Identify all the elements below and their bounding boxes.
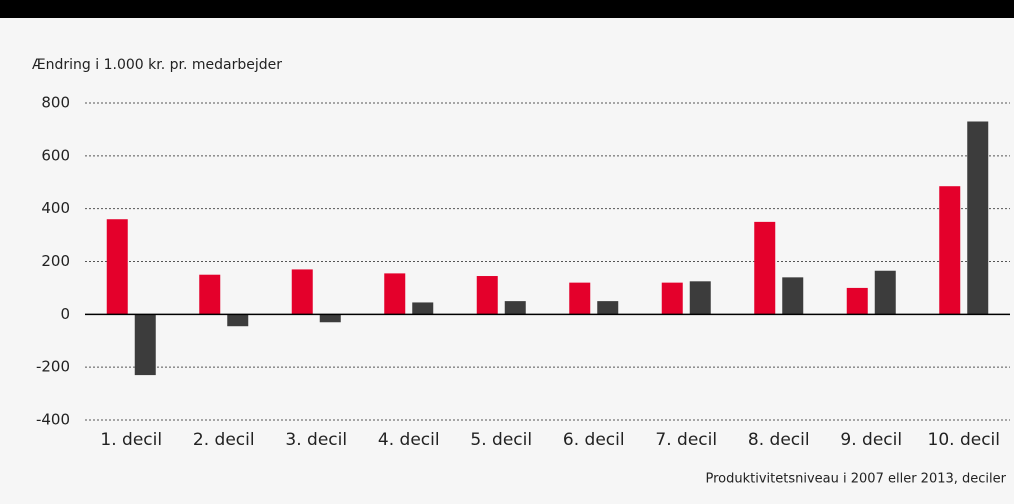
y-tick-label: 0: [60, 305, 70, 323]
bar: [412, 302, 434, 315]
x-tick-label: 4. decil: [378, 430, 440, 450]
x-tick-label: 7. decil: [655, 430, 717, 450]
bar: [384, 273, 406, 315]
bar: [106, 219, 128, 315]
bar: [754, 221, 776, 315]
top-bar: [0, 0, 1014, 18]
x-tick-label: 2. decil: [193, 430, 255, 450]
bar: [597, 301, 619, 315]
bar: [319, 314, 341, 323]
bar: [504, 301, 526, 315]
y-tick-label: 200: [41, 252, 70, 270]
bar: [846, 287, 868, 315]
y-tick-label: -400: [36, 411, 70, 429]
bar: [291, 269, 313, 315]
x-tick-label: 3. decil: [285, 430, 347, 450]
x-tick-label: 6. decil: [563, 430, 625, 450]
x-tick-label: 8. decil: [748, 430, 810, 450]
y-tick-label: -200: [36, 358, 70, 376]
y-tick-label: 600: [41, 146, 70, 164]
bar: [661, 282, 683, 315]
x-tick-label: 5. decil: [470, 430, 532, 450]
bar: [227, 314, 249, 327]
y-axis-label: Ændring i 1.000 kr. pr. medarbejder: [32, 57, 282, 73]
bar: [199, 274, 221, 315]
bar: [967, 121, 989, 315]
y-tick-label: 400: [41, 199, 70, 217]
bar: [476, 276, 498, 315]
bar: [939, 186, 961, 315]
x-tick-label: 1. decil: [100, 430, 162, 450]
x-tick-label: 9. decil: [840, 430, 902, 450]
bar: [569, 282, 591, 315]
bar: [689, 281, 711, 315]
x-axis-label: Produktivitetsniveau i 2007 eller 2013, …: [706, 472, 1007, 487]
bar: [134, 314, 156, 376]
y-tick-label: 800: [41, 94, 70, 112]
bar: [782, 277, 804, 315]
bar: [874, 270, 896, 315]
x-tick-label: 10. decil: [928, 430, 1000, 450]
